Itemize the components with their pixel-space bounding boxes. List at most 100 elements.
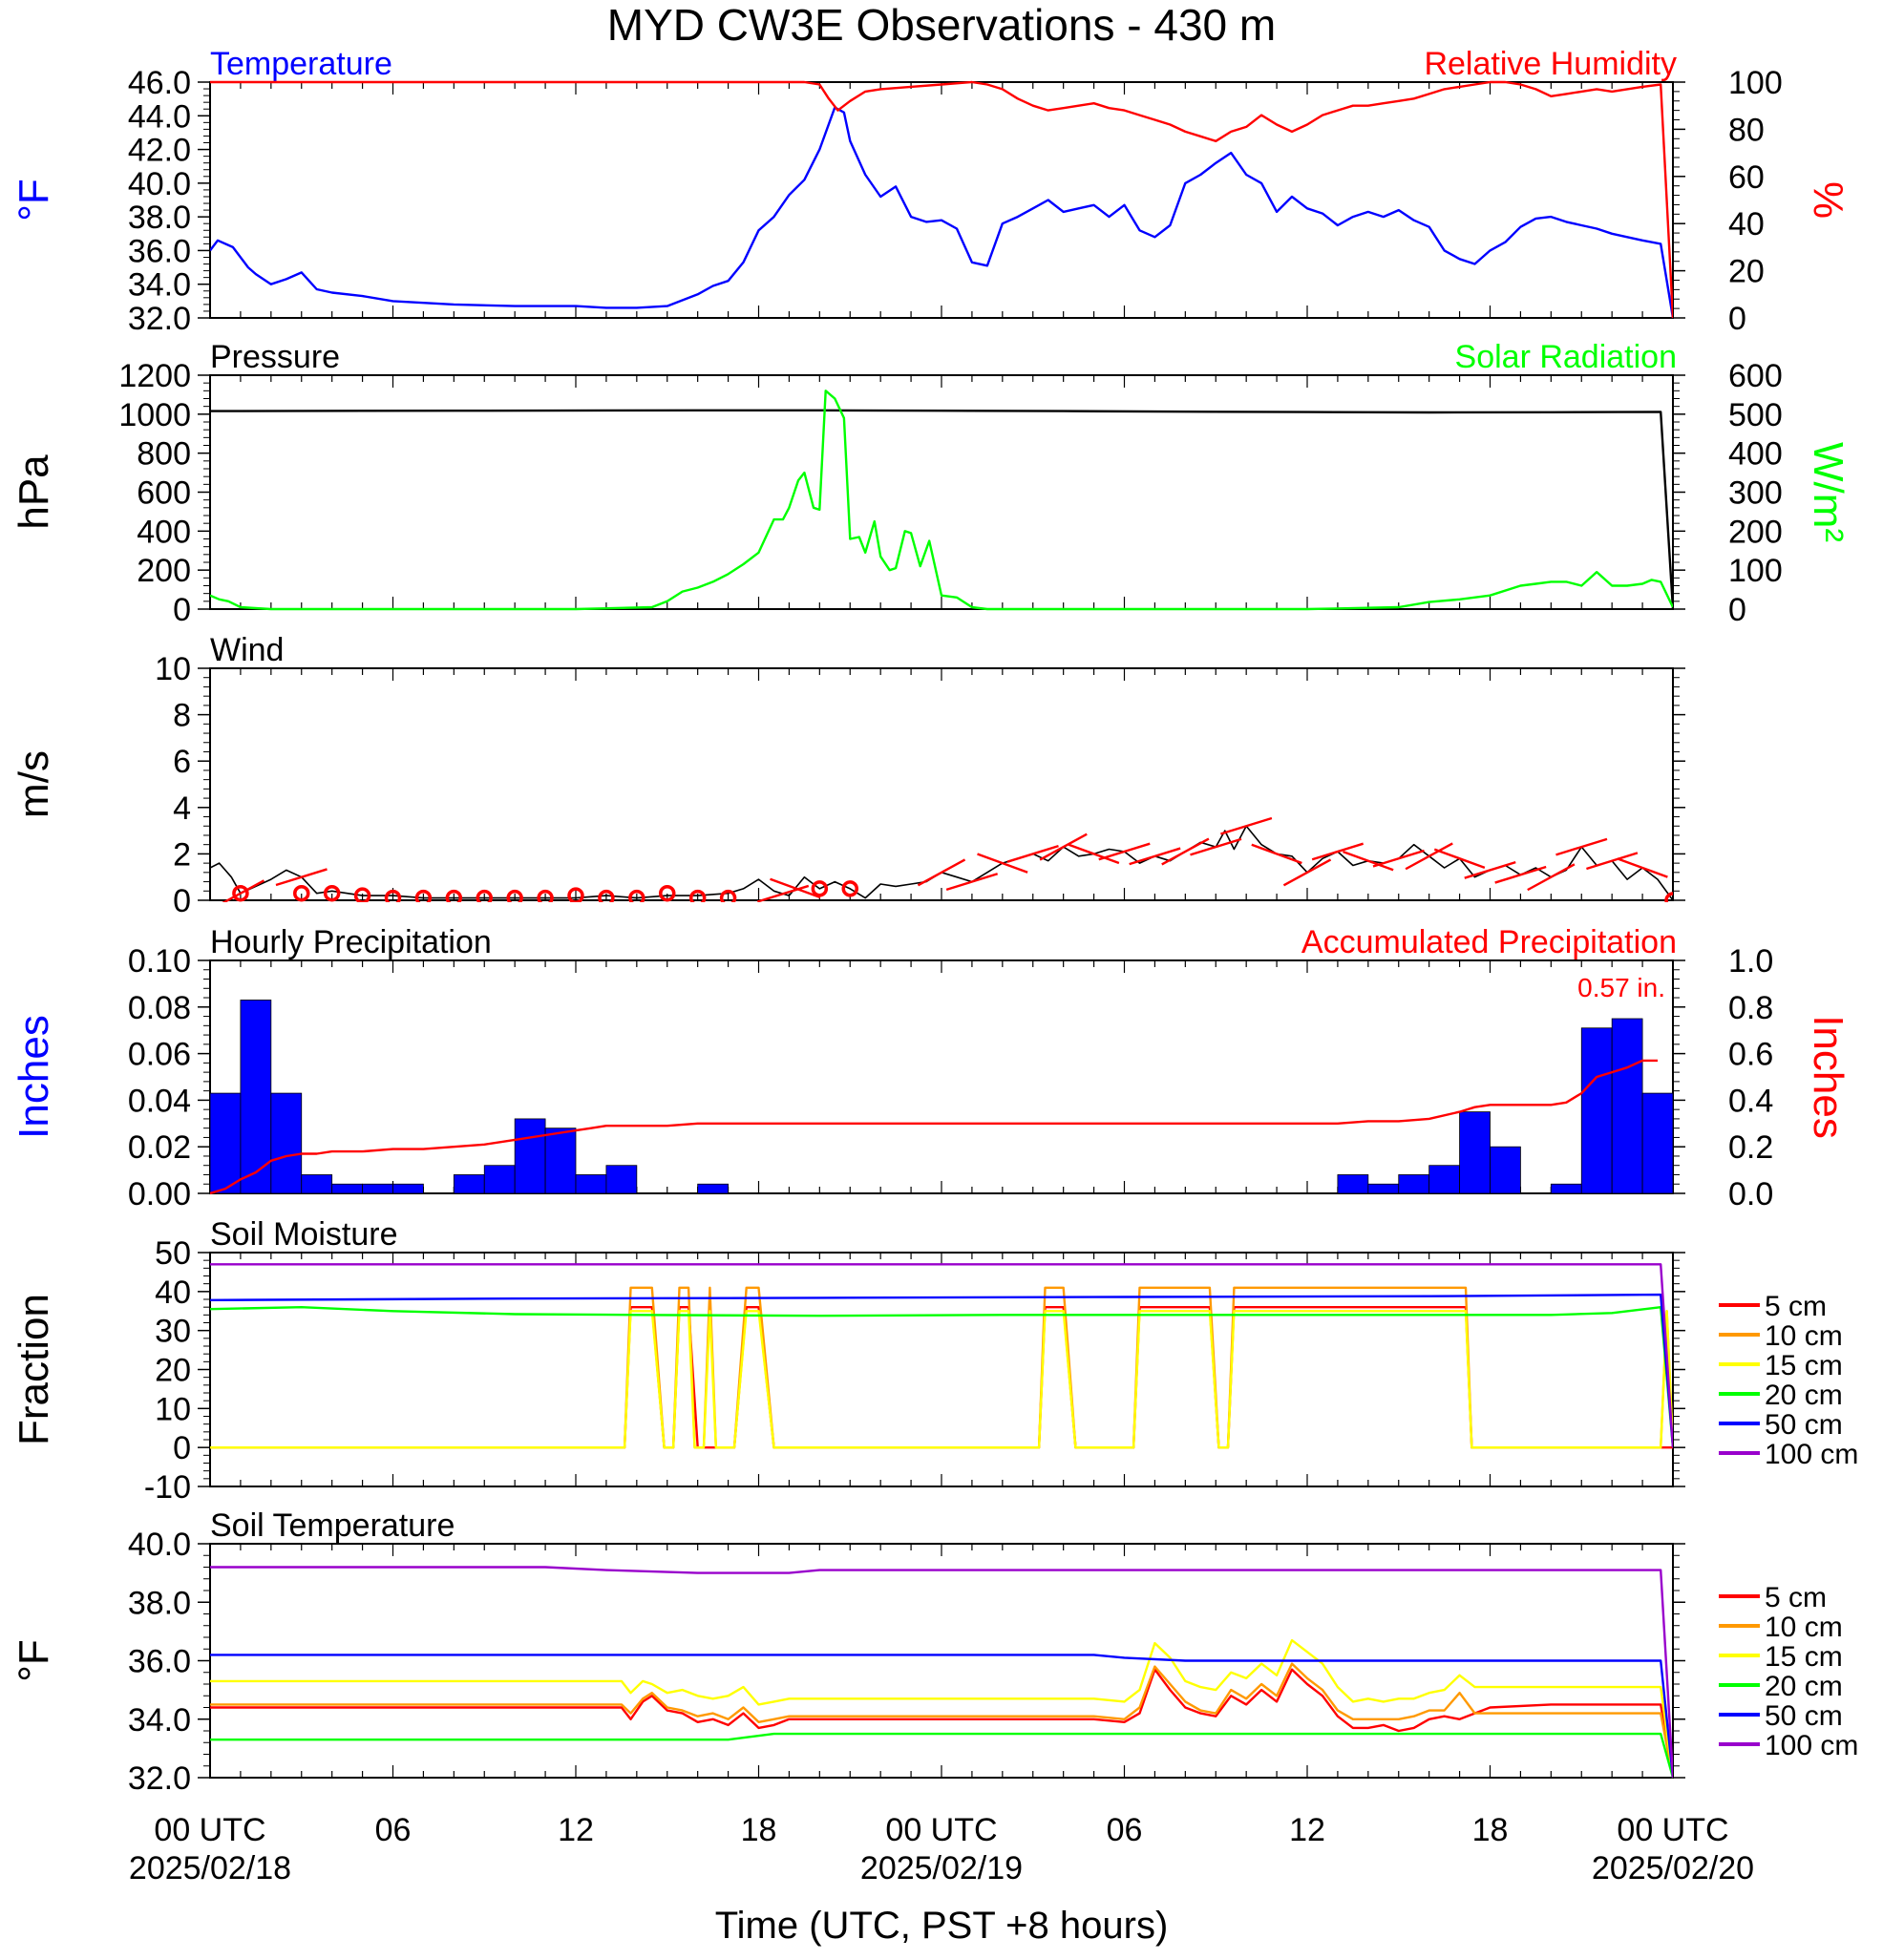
wind-barb [1006, 844, 1059, 863]
wind-barb [1098, 842, 1151, 861]
y-axis-unit-left: °F [11, 179, 57, 221]
data-soil_moisture [210, 1263, 1673, 1449]
series-line-50-cm [210, 1654, 1673, 1779]
wind-barb [945, 873, 999, 891]
wind-calm-marker [719, 889, 737, 902]
x-tick-label: 18 [1472, 1812, 1509, 1848]
x-date-label: 2025/02/20 [1592, 1850, 1754, 1886]
y-right-tick-label: 400 [1728, 436, 1783, 473]
wind-barb [756, 884, 810, 902]
x-tick-label: 12 [558, 1812, 594, 1848]
wind-barb [222, 879, 265, 902]
panel-wind: 0 2 4 6 8 10 Wind m/s [11, 632, 1685, 919]
x-tick-label: 06 [375, 1812, 412, 1848]
x-tick-label: 12 [1289, 1812, 1325, 1848]
y-tick-label: 34.0 [128, 1702, 191, 1739]
time-axis: 00 UTC 06 12 18 00 UTC 06 12 18 00 UTC2025/02/18… [129, 1812, 1754, 1886]
wind-barb [1586, 852, 1639, 871]
precip-bar [1611, 1018, 1643, 1194]
y-tick-label: 20 [155, 1353, 191, 1389]
y-tick-label: 8 [173, 698, 191, 734]
y-tick-label: 0 [173, 1430, 191, 1466]
y-tick-label: 46.0 [128, 65, 191, 101]
y-tick-label: 38.0 [128, 200, 191, 236]
precip-bar [1490, 1146, 1521, 1194]
precip-bar [1580, 1027, 1613, 1194]
y-tick-label: 38.0 [128, 1585, 191, 1621]
y-right-tick-label: 0.4 [1728, 1083, 1773, 1119]
wind-barb [1617, 857, 1668, 878]
wind-calm-marker [567, 887, 584, 902]
wind-calm-marker [293, 884, 310, 902]
wind-calm-marker [232, 884, 249, 902]
panel-title-left: Pressure [210, 339, 340, 375]
y-right-tick-label: 0.0 [1728, 1176, 1773, 1212]
panel-soil_temperature: 32.0 34.0 36.0 38.0 40.0 Soil Temperature °F 5 … [11, 1507, 1858, 1797]
wind-barb [275, 868, 328, 887]
series-line-Accumulated-Precipitation [210, 1059, 1658, 1195]
legend-label: 10 cm [1765, 1320, 1843, 1352]
wind-barb [1555, 837, 1608, 856]
y-axis-unit-right: Inches [1805, 1015, 1851, 1139]
wind-barb [1068, 843, 1120, 865]
precip-bar [1459, 1111, 1491, 1194]
legend-label: 15 cm [1765, 1350, 1843, 1381]
y-tick-label: 6 [173, 744, 191, 780]
wind-calm-marker [659, 884, 676, 902]
y-tick-label: 0 [173, 592, 191, 628]
y-tick-label: 0.04 [128, 1083, 191, 1119]
panel-title-left: Soil Temperature [210, 1507, 455, 1544]
y-tick-label: 10 [155, 1391, 191, 1427]
x-tick-label: 00 UTC [885, 1812, 997, 1848]
precip-bar [1337, 1174, 1369, 1194]
wind-barb [1129, 847, 1181, 866]
y-axis-unit-right: % [1805, 181, 1851, 219]
data-wind [210, 816, 1673, 902]
series-line-100-cm [210, 1263, 1673, 1448]
series-line-0 [210, 106, 1673, 319]
legend-label: 5 cm [1765, 1582, 1827, 1613]
wind-calm-marker [537, 889, 554, 902]
y-tick-label: 600 [137, 475, 191, 512]
x-tick-label: 00 UTC [154, 1812, 265, 1848]
data-soil_temperature [210, 1566, 1673, 1779]
wind-barb [1405, 842, 1453, 871]
series-line-0 [210, 409, 1673, 610]
y-tick-label: 36.0 [128, 233, 191, 269]
series-line-15-cm [210, 1638, 1673, 1779]
y-tick-label: 4 [173, 790, 191, 827]
y-right-tick-label: 0 [1728, 592, 1746, 628]
series-line-100-cm [210, 1566, 1673, 1779]
legend-label: 20 cm [1765, 1380, 1843, 1411]
wind-calm-marker [841, 880, 858, 897]
legend-label: 20 cm [1765, 1671, 1843, 1702]
panel-title-left: Temperature [210, 46, 392, 82]
panel-pressure_solar: 0200400600800100012000100200300400500600… [11, 339, 1851, 628]
y-right-tick-label: 600 [1728, 358, 1783, 394]
x-date-label: 2025/02/19 [860, 1850, 1023, 1886]
y-tick-label: 36.0 [128, 1644, 191, 1680]
legend-label: 5 cm [1765, 1291, 1827, 1322]
y-tick-label: -10 [144, 1469, 191, 1506]
series-line-15-cm [210, 1310, 1673, 1449]
panel-title-right: Relative Humidity [1424, 46, 1677, 82]
y-axis-unit-right: W/m² [1805, 442, 1851, 542]
wind-calm-marker [506, 889, 523, 902]
y-tick-label: 200 [137, 553, 191, 589]
wind-calm-marker [414, 889, 433, 902]
wind-calm-marker [598, 889, 615, 902]
y-right-tick-label: 80 [1728, 112, 1765, 148]
precip-bar [210, 1092, 242, 1194]
wind-barb [1464, 860, 1516, 879]
y-tick-label: 44.0 [128, 98, 191, 135]
panel-title-left: Hourly Precipitation [210, 924, 492, 960]
wind-barb [1220, 816, 1273, 835]
precip-bar [605, 1165, 638, 1194]
series-line-5-cm [210, 1668, 1673, 1779]
y-right-tick-label: 200 [1728, 514, 1783, 550]
data-temp_rh [210, 80, 1673, 319]
accum-total-label: 0.57 in. [1577, 973, 1665, 1002]
y-right-tick-label: 1.0 [1728, 943, 1773, 980]
wind-calm-marker [811, 880, 829, 897]
y-axis-unit-left: Inches [11, 1015, 57, 1139]
